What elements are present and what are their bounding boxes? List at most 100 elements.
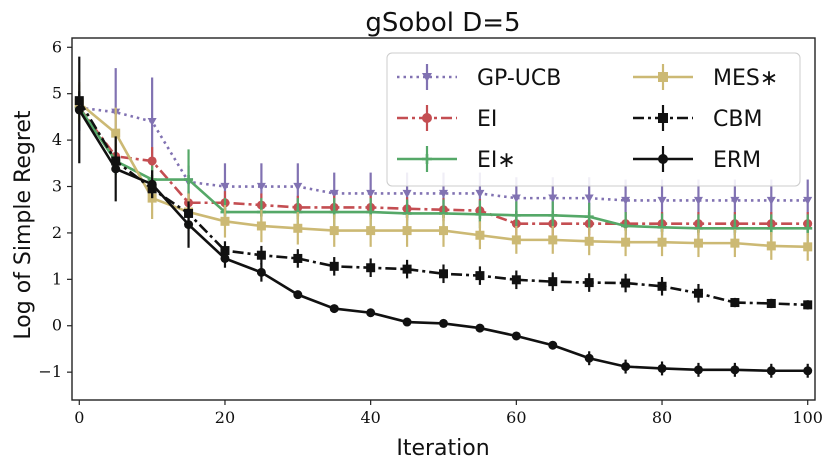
data-point [766, 223, 776, 233]
data-point [439, 189, 448, 198]
y-axis-label: Log of Simple Regret [11, 110, 36, 339]
data-point [329, 189, 339, 198]
data-point [621, 278, 631, 288]
data-point [402, 189, 412, 198]
data-point [184, 220, 194, 230]
axis-ticks: 0 20 40 60 80 100 −1 0 1 2 3 4 5 6 [38, 37, 823, 427]
y-tick-label: 5 [52, 84, 62, 103]
legend-marker [422, 113, 432, 123]
data-point [548, 210, 558, 220]
y-tick-label: 6 [52, 37, 62, 56]
data-point [511, 194, 521, 203]
data-point [220, 182, 230, 192]
data-point [766, 298, 776, 308]
data-point [803, 366, 813, 376]
data-point [730, 238, 740, 248]
data-point [511, 210, 521, 220]
legend-label: CBM [713, 107, 762, 132]
data-point [584, 353, 594, 363]
data-point [621, 196, 631, 205]
data-point [511, 235, 521, 245]
legend-marker [658, 72, 668, 82]
data-point [475, 189, 485, 198]
data-point [366, 226, 376, 236]
data-point [293, 290, 303, 300]
legend-label: GP-UCB [477, 66, 561, 91]
data-point [220, 216, 230, 226]
data-point [402, 264, 412, 274]
x-tick-label: 80 [652, 408, 672, 427]
data-point [329, 304, 339, 314]
data-point [693, 238, 703, 248]
data-point [584, 278, 594, 288]
data-point [475, 323, 485, 333]
y-tick-label: 3 [52, 177, 62, 196]
data-point [657, 237, 667, 247]
data-point [766, 366, 776, 376]
data-point [657, 196, 667, 205]
data-point [730, 365, 740, 375]
data-point [329, 261, 339, 271]
legend-label: EI∗ [477, 148, 516, 173]
data-point [730, 196, 740, 205]
data-point [766, 196, 776, 205]
data-point [220, 253, 230, 263]
data-point [74, 105, 84, 115]
data-point [584, 194, 594, 203]
legend-marker [658, 113, 668, 123]
series-5 [74, 56, 813, 378]
legend-box [386, 52, 801, 187]
legend-label: ERM [713, 148, 761, 173]
data-point [147, 156, 157, 166]
legend-entry: GP-UCB [397, 64, 561, 91]
data-point [475, 271, 485, 281]
data-point [439, 269, 448, 279]
data-point [621, 237, 631, 247]
data-point [803, 223, 813, 233]
data-point [693, 288, 703, 298]
series-line [78, 99, 808, 307]
data-point [256, 221, 266, 231]
data-point [184, 175, 194, 185]
legend-label: MES∗ [713, 66, 778, 91]
data-point [730, 298, 740, 308]
data-point [439, 318, 448, 328]
data-point [621, 362, 631, 372]
data-point [803, 242, 813, 252]
data-point [657, 281, 667, 291]
data-point [657, 363, 667, 373]
data-point [402, 226, 412, 236]
x-tick-label: 100 [792, 408, 823, 427]
plot-area [74, 56, 813, 378]
chart-title: gSobol D=5 [365, 8, 520, 38]
data-point [256, 267, 266, 277]
data-point [693, 196, 703, 205]
x-tick-label: 20 [215, 408, 235, 427]
x-tick-label: 0 [74, 408, 84, 427]
data-point [766, 241, 776, 251]
data-point [293, 253, 303, 263]
data-point [548, 277, 558, 287]
data-point [256, 250, 266, 260]
legend-marker [658, 154, 668, 164]
data-point [329, 226, 339, 236]
legend-entry: EI∗ [397, 146, 516, 173]
data-point [293, 182, 303, 192]
x-tick-label: 40 [360, 408, 380, 427]
y-tick-label: 0 [52, 316, 62, 335]
data-point [147, 179, 157, 189]
legend-marker [422, 154, 432, 164]
data-point [402, 317, 412, 327]
y-tick-label: −1 [38, 362, 62, 381]
data-point [548, 235, 558, 245]
data-point [256, 182, 266, 192]
data-point [693, 365, 703, 375]
legend: GP-UCB EI EI∗ MES∗ CBM ERM [386, 52, 801, 187]
legend-entry: EI [397, 105, 497, 132]
y-tick-label: 2 [52, 223, 62, 242]
legend-label: EI [477, 107, 497, 132]
data-point [366, 189, 376, 198]
data-point [548, 194, 558, 203]
data-point [439, 226, 448, 236]
